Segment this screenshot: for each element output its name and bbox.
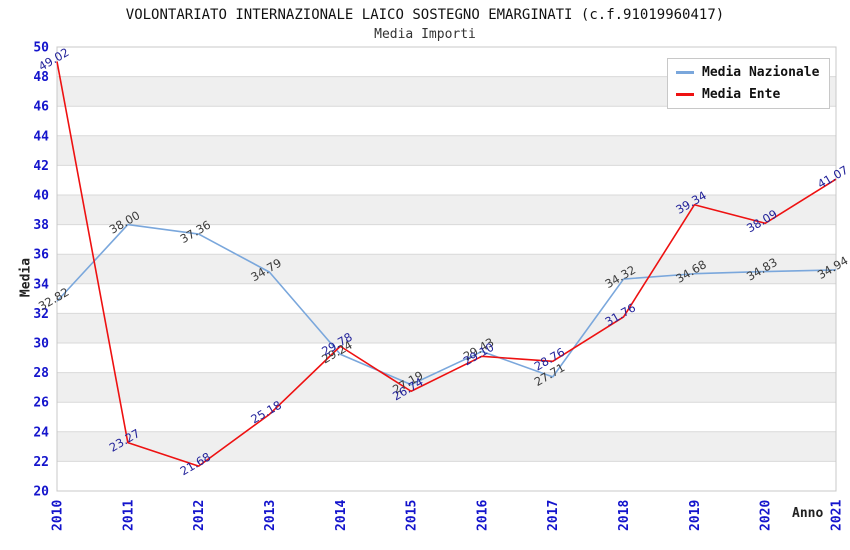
grid-band (57, 195, 836, 225)
x-tick-label: 2021 (830, 500, 845, 531)
y-tick-label: 22 (33, 455, 49, 470)
y-tick-label: 32 (33, 307, 49, 322)
y-tick-label: 48 (33, 70, 49, 85)
x-tick-label: 2018 (617, 500, 632, 531)
legend-item-media-nazionale: Media Nazionale (676, 65, 819, 80)
y-tick-label: 34 (33, 277, 49, 292)
x-tick-label: 2010 (51, 500, 66, 531)
grid-band (57, 431, 836, 462)
legend-item-media-ente: Media Ente (676, 87, 819, 102)
grid-band (57, 372, 836, 403)
x-tick-label: 2014 (334, 500, 349, 531)
plot-border (56, 46, 837, 492)
grid-band (57, 254, 836, 284)
y-tick-label: 44 (33, 129, 49, 144)
legend-swatch-media-ente-icon (676, 93, 694, 96)
series-line-media-nazionale (56, 223, 837, 386)
x-tick-label: 2017 (546, 500, 561, 531)
x-tick-label: 2019 (688, 500, 703, 531)
y-tick-label: 20 (33, 485, 49, 500)
x-tick-label: 2012 (192, 500, 207, 531)
chart-legend: Media Nazionale Media Ente (667, 58, 831, 109)
grid-band (57, 165, 836, 195)
y-tick-label: 46 (33, 100, 49, 115)
grid-band (57, 106, 836, 136)
chart-subtitle: Media Importi (374, 27, 476, 42)
x-tick-label: 2020 (759, 500, 774, 531)
x-tick-label: 2013 (263, 500, 278, 531)
y-tick-label: 36 (33, 248, 49, 263)
y-tick-label: 38 (33, 218, 49, 233)
series-line-media-ente (56, 61, 837, 467)
legend-label: Media Nazionale (702, 65, 820, 80)
grid-band (57, 402, 836, 432)
y-tick-label: 28 (33, 366, 49, 381)
chart-title: VOLONTARIATO INTERNAZIONALE LAICO SOSTEG… (125, 7, 725, 23)
y-tick-label: 24 (33, 425, 49, 440)
y-tick-label: 50 (33, 41, 49, 56)
y-axis-title: Media (18, 257, 34, 298)
grid-band (57, 224, 836, 255)
legend-swatch-media-nazionale-icon (676, 71, 694, 74)
grid-band (57, 283, 836, 314)
y-tick-label: 40 (33, 189, 49, 204)
grid-band (57, 461, 836, 491)
grid-band (57, 313, 836, 343)
x-tick-label: 2011 (121, 500, 136, 531)
x-axis-title: Anno (792, 506, 824, 521)
grid-band (57, 135, 836, 166)
legend-label: Media Ente (702, 87, 781, 102)
y-tick-label: 30 (33, 337, 49, 352)
x-tick-label: 2016 (475, 500, 490, 531)
x-tick-label: 2015 (405, 500, 420, 531)
y-tick-label: 42 (33, 159, 49, 174)
y-tick-label: 26 (33, 396, 49, 411)
